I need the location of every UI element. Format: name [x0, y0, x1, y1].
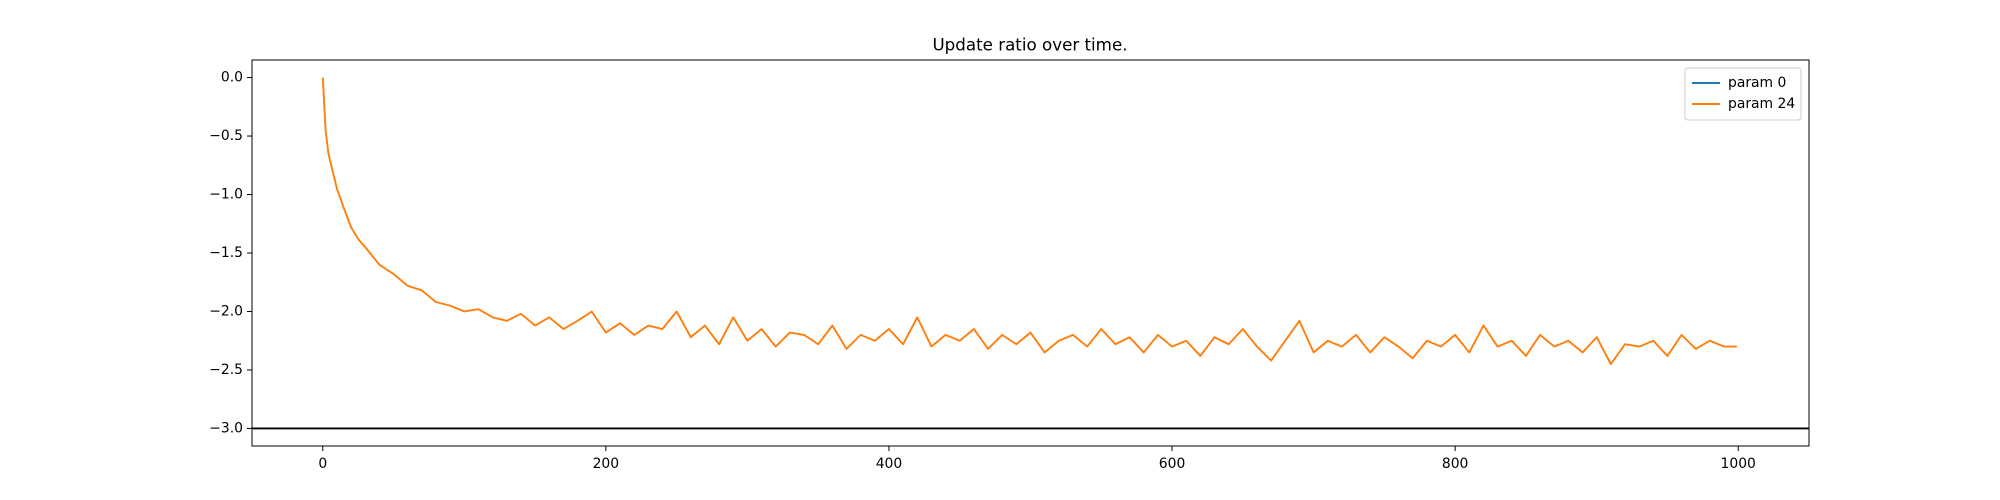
y-tick-label: −2.5	[209, 362, 243, 378]
y-tick-label: 0.0	[221, 70, 243, 86]
legend-box	[1684, 67, 1802, 121]
x-tick-label: 800	[1442, 456, 1469, 472]
x-tick-label: 400	[876, 456, 903, 472]
y-tick-label: −0.5	[209, 128, 243, 144]
chart-title: Update ratio over time.	[932, 35, 1127, 55]
x-tick-label: 1000	[1721, 456, 1756, 472]
plot-frame	[251, 59, 1810, 447]
x-tick-label: 0	[318, 456, 327, 472]
y-tick-label: −3.0	[209, 420, 243, 436]
y-tick-label: −1.5	[209, 245, 243, 261]
legend-label: param 0	[1728, 75, 1786, 91]
legend-label: param 24	[1728, 96, 1795, 112]
y-tick-label: −2.0	[209, 303, 243, 319]
x-tick-label: 200	[593, 456, 620, 472]
data-line	[321, 77, 1737, 366]
y-tick-label: −1.0	[209, 187, 243, 203]
x-tick-label: 600	[1159, 456, 1186, 472]
